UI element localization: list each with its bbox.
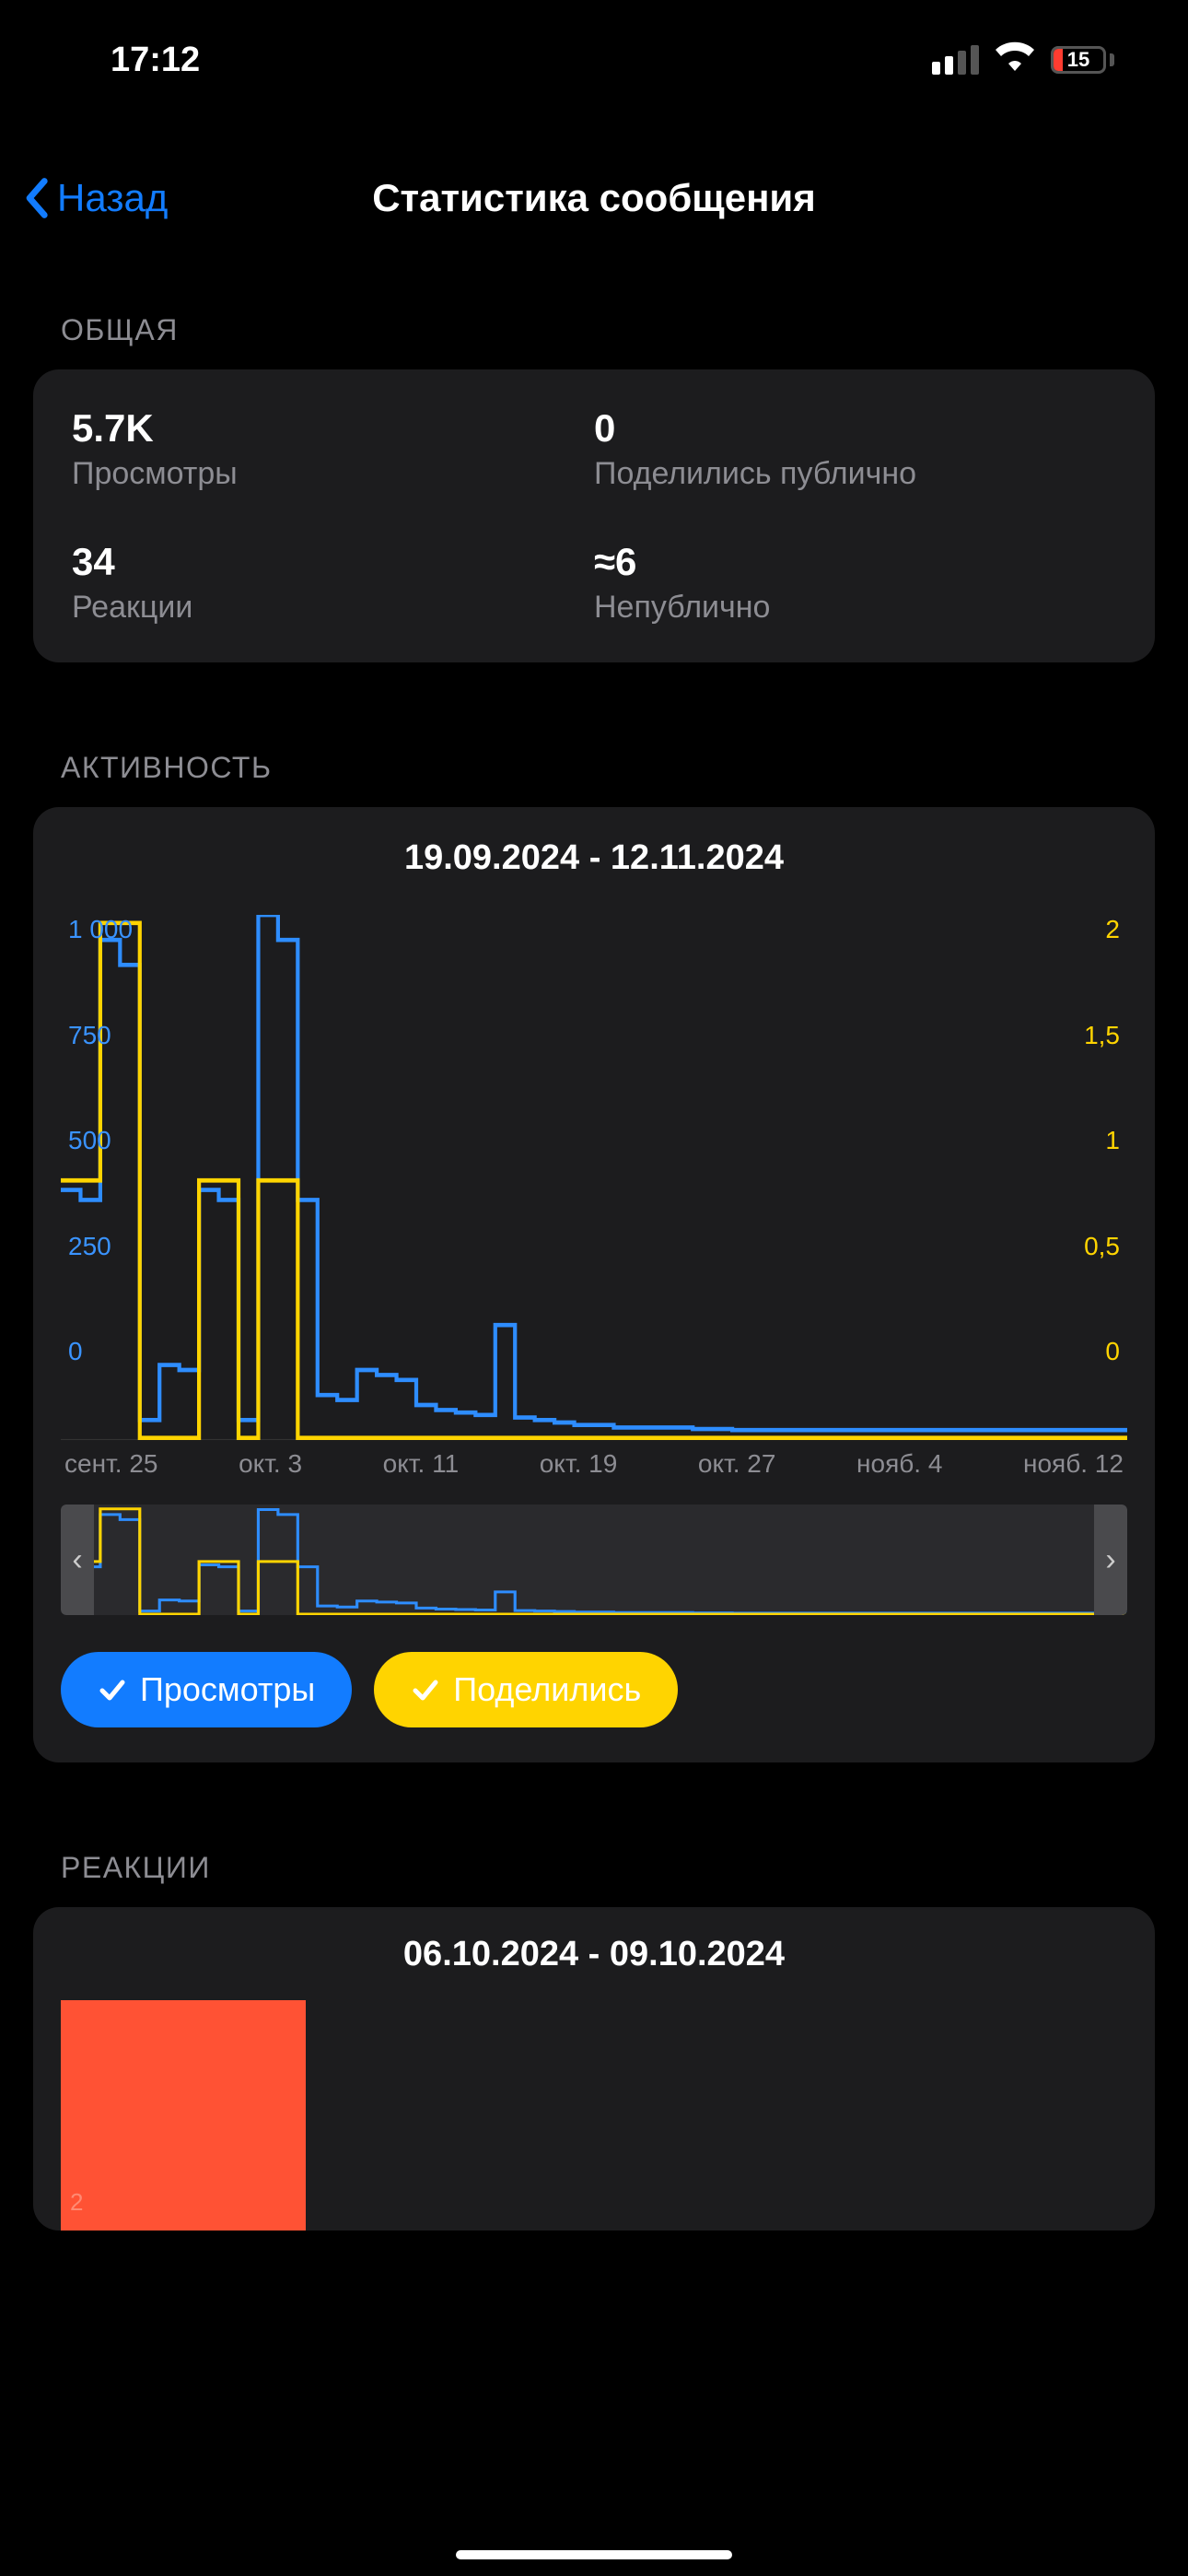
- stat-value: 5.7K: [72, 406, 594, 451]
- nav-header: Назад Статистика сообщения: [0, 147, 1188, 249]
- stat-item: 34 Реакции: [72, 540, 594, 626]
- stat-value: ≈6: [594, 540, 1116, 584]
- x-axis-labels: сент. 25окт. 3окт. 11окт. 19окт. 27нояб.…: [61, 1449, 1127, 1479]
- section-header-reactions: РЕАКЦИИ: [61, 1851, 1155, 1885]
- reactions-bar: [61, 2000, 306, 2231]
- cellular-signal-icon: [932, 45, 979, 75]
- home-indicator[interactable]: [456, 2550, 732, 2559]
- back-button[interactable]: Назад: [20, 176, 168, 220]
- section-header-activity: АКТИВНОСТЬ: [61, 751, 1155, 785]
- wifi-icon: [996, 41, 1034, 80]
- stats-grid: 5.7K Просмотры0 Поделились публично 34 Реакц…: [72, 406, 1116, 626]
- status-right: 15: [932, 41, 1114, 80]
- legend-pill[interactable]: Просмотры: [61, 1652, 352, 1727]
- chevron-left-icon: [20, 177, 52, 219]
- check-icon: [98, 1675, 127, 1704]
- reactions-chart[interactable]: 2: [61, 2000, 1127, 2231]
- legend-label: Просмотры: [140, 1670, 315, 1709]
- activity-date-range: 19.09.2024 - 12.11.2024: [61, 838, 1127, 878]
- stat-label: Реакции: [72, 590, 594, 626]
- minimap-handle-right[interactable]: ›: [1094, 1505, 1127, 1615]
- chart-minimap[interactable]: ‹ ›: [61, 1505, 1127, 1615]
- status-time: 17:12: [111, 41, 200, 80]
- stat-item: ≈6 Непублично: [594, 540, 1116, 626]
- reactions-chart-card: 06.10.2024 - 09.10.2024 2: [33, 1907, 1155, 2231]
- activity-chart-card: 19.09.2024 - 12.11.2024 1 0007505002500 …: [33, 807, 1155, 1762]
- chart-legend: Просмотры Поделились: [61, 1652, 1127, 1727]
- stat-label: Поделились публично: [594, 456, 1116, 492]
- stat-label: Просмотры: [72, 456, 594, 492]
- battery-percent: 15: [1054, 48, 1103, 72]
- page-title: Статистика сообщения: [0, 176, 1188, 220]
- section-header-overall: ОБЩАЯ: [61, 313, 1155, 347]
- overall-stats-card: 5.7K Просмотры0 Поделились публично 34 Реакц…: [33, 369, 1155, 662]
- status-bar: 17:12 15: [0, 0, 1188, 120]
- stat-value: 34: [72, 540, 594, 584]
- back-label: Назад: [57, 176, 168, 220]
- battery-indicator: 15: [1051, 46, 1114, 74]
- stat-item: 0 Поделились публично: [594, 406, 1116, 492]
- legend-label: Поделились: [453, 1670, 641, 1709]
- activity-chart[interactable]: 1 0007505002500 21,510,50: [61, 915, 1127, 1440]
- y-axis-right: 21,510,50: [1084, 915, 1120, 1366]
- minimap-handle-left[interactable]: ‹: [61, 1505, 94, 1615]
- reactions-date-range: 06.10.2024 - 09.10.2024: [61, 1935, 1127, 1974]
- stat-label: Непублично: [594, 590, 1116, 626]
- legend-pill[interactable]: Поделились: [374, 1652, 678, 1727]
- reactions-ylabel: 2: [70, 2188, 83, 2217]
- stat-value: 0: [594, 406, 1116, 451]
- y-axis-left: 1 0007505002500: [68, 915, 133, 1366]
- stat-item: 5.7K Просмотры: [72, 406, 594, 492]
- check-icon: [411, 1675, 440, 1704]
